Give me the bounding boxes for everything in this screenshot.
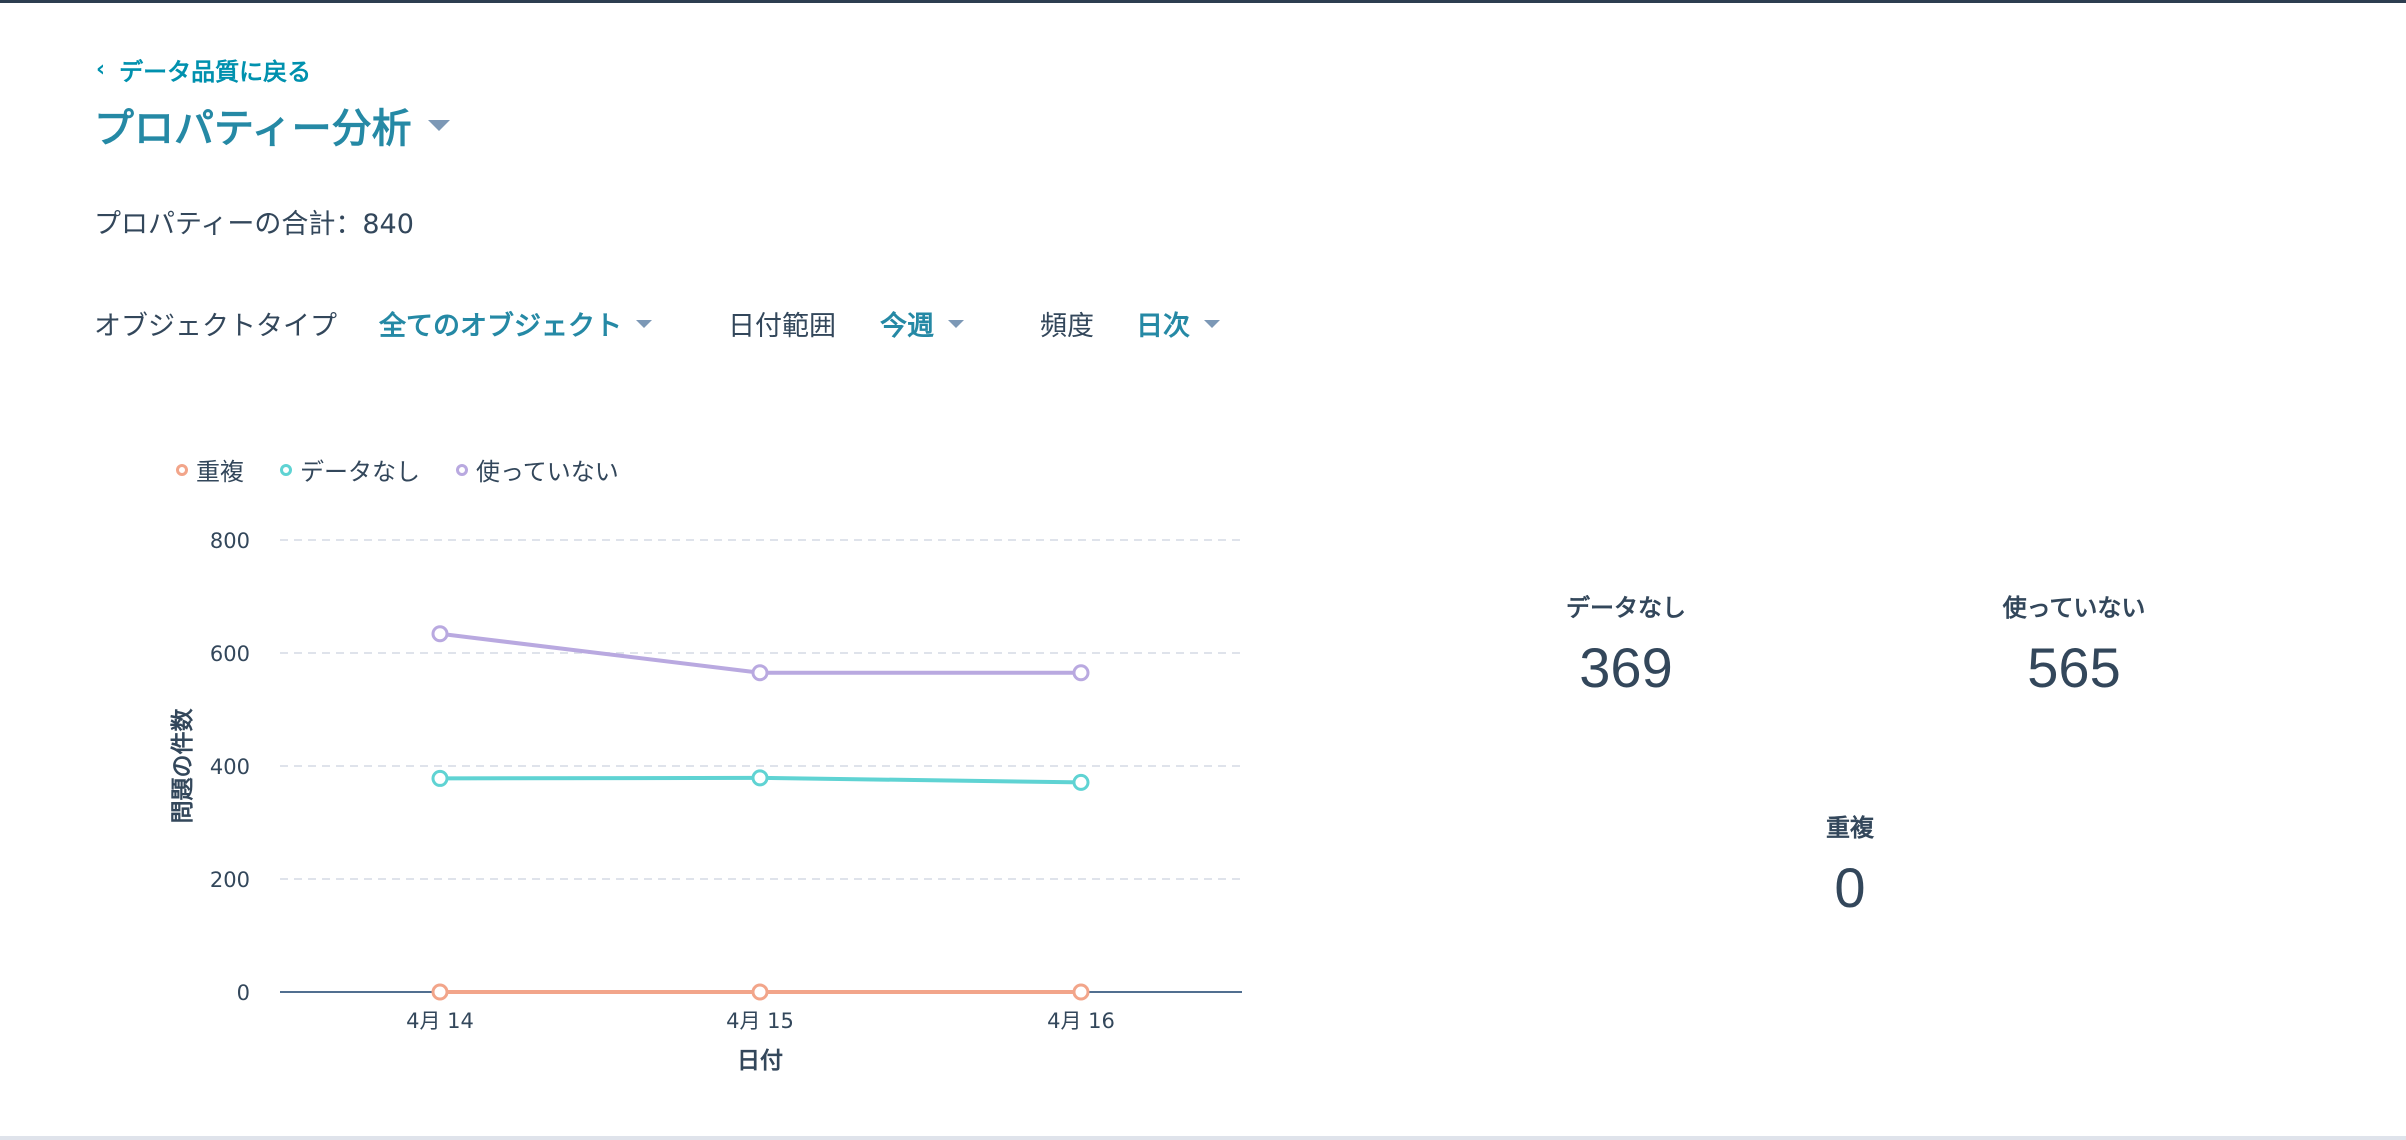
object-type-value: 全てのオブジェクト <box>379 311 622 342</box>
data-point <box>1072 983 1090 1001</box>
kpi-label: 使っていない <box>2002 594 2146 622</box>
legend-item-duplicate[interactable]: 重複 <box>176 452 244 487</box>
kpi-no-data: データなし 369 <box>1566 588 1686 700</box>
legend-label: データなし <box>300 458 420 486</box>
data-point <box>1072 664 1090 682</box>
legend-item-no-data[interactable]: データなし <box>280 452 420 487</box>
y-axis-title: 問題の件数 <box>170 708 196 824</box>
data-point <box>431 625 449 643</box>
page-title: プロパティー分析 <box>94 106 412 152</box>
data-point <box>431 769 449 787</box>
legend-label: 使っていない <box>476 458 619 486</box>
data-point <box>751 664 769 682</box>
kpi-value: 369 <box>1579 636 1673 699</box>
kpi-value: 565 <box>2027 636 2121 699</box>
legend-item-unused[interactable]: 使っていない <box>456 452 619 487</box>
y-tick-label: 0 <box>237 981 250 1005</box>
issues-line-chart: 0 200 400 600 800 4月 14 4月 15 4月 16 日付 問題の件数 <box>170 529 1242 1074</box>
date-range-label: 日付範囲 <box>728 311 836 342</box>
legend-marker-duplicate <box>176 463 188 476</box>
page-title-dropdown[interactable]: プロパティー分析 <box>94 96 450 154</box>
filter-bar: オブジェクトタイプ 全てのオブジェクト 日付範囲 今週 頻度 日次 <box>94 304 1220 343</box>
caret-down-icon <box>636 319 652 328</box>
window-bottom-border <box>0 1136 2406 1140</box>
frequency-dropdown[interactable]: 日次 <box>1136 304 1220 343</box>
legend-marker-unused <box>456 463 468 476</box>
legend-marker-no-data <box>280 463 292 476</box>
y-tick-label: 400 <box>210 755 250 779</box>
caret-down-icon <box>948 319 964 328</box>
legend-label: 重複 <box>196 458 244 486</box>
property-total: プロパティーの合計：840 <box>94 209 414 240</box>
object-type-label: オブジェクトタイプ <box>94 311 337 342</box>
x-tick-label: 4月 16 <box>1047 1009 1115 1033</box>
kpi-unused: 使っていない 565 <box>2003 588 2146 700</box>
data-point <box>751 983 769 1001</box>
date-range-value: 今週 <box>880 311 934 342</box>
date-range-dropdown[interactable]: 今週 <box>880 304 964 343</box>
kpi-duplicate: 重複 0 <box>1826 808 1874 920</box>
x-tick-label: 4月 15 <box>726 1009 794 1033</box>
frequency-value: 日次 <box>1136 311 1190 342</box>
chevron-left-icon: ‹ <box>96 56 106 82</box>
x-axis-title: 日付 <box>737 1048 783 1074</box>
y-tick-label: 200 <box>210 868 250 892</box>
kpi-label: 重複 <box>1826 814 1874 842</box>
kpi-value: 0 <box>1834 856 1866 919</box>
x-tick-label: 4月 14 <box>406 1009 474 1033</box>
kpi-label: データなし <box>1566 594 1686 622</box>
data-point <box>1072 773 1090 791</box>
data-point <box>751 769 769 787</box>
data-point <box>431 983 449 1001</box>
back-to-data-quality-link[interactable]: ‹ データ品質に戻る <box>96 52 311 87</box>
y-tick-label: 600 <box>210 642 250 666</box>
caret-down-icon <box>1204 319 1220 328</box>
frequency-label: 頻度 <box>1040 311 1094 342</box>
caret-down-icon <box>427 119 450 131</box>
object-type-dropdown[interactable]: 全てのオブジェクト <box>379 304 652 343</box>
chart-legend: 重複 データなし 使っていない <box>176 452 655 487</box>
back-link-label: データ品質に戻る <box>119 58 312 86</box>
y-tick-label: 800 <box>210 529 250 553</box>
window-top-border <box>0 0 2406 3</box>
